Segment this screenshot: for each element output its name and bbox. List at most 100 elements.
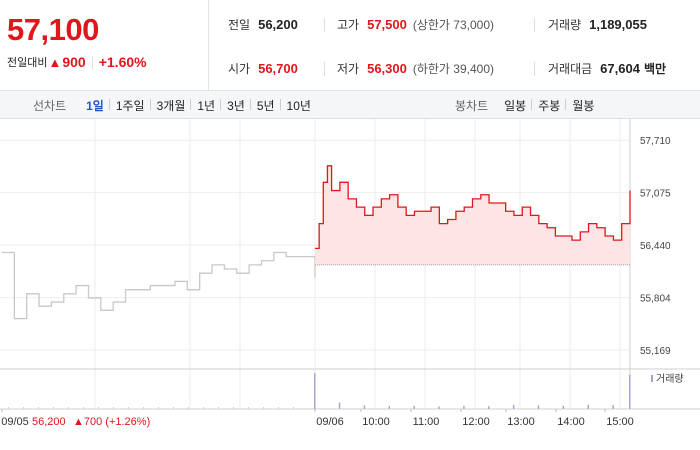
period-tab-1d[interactable]: 1일 [86, 98, 104, 113]
intraday-price-chart: 57,710 57,075 56,440 55,804 55,169 거래량 09/05… [0, 119, 700, 428]
prev-volume-bar [293, 407, 294, 409]
volume-bar [388, 406, 391, 409]
up-arrow-icon: ▲ [48, 54, 62, 70]
y-tick-label: 55,169 [640, 346, 671, 357]
volume-bar [562, 405, 565, 409]
x-tick-label: 14:00 [557, 416, 585, 428]
volume-value: 1,189,055 [589, 17, 647, 32]
open-value: 56,700 [258, 61, 298, 76]
turnover-label: 거래대금 [548, 62, 593, 76]
prev-volume-bar [278, 407, 279, 409]
x-tick-label: 13:00 [507, 416, 535, 428]
candle-tab-weekly[interactable]: 주봉 [531, 97, 566, 114]
current-price: 57,100 [7, 12, 99, 47]
period-tab-10y[interactable]: 10년 [279, 97, 317, 114]
change-line: 전일대비 ▲ 900 +1.60% [7, 54, 147, 70]
low-value: 56,300 [367, 61, 407, 76]
open-cell: 시가 56,700 [228, 60, 298, 77]
x-tick-label: 10:00 [362, 416, 390, 428]
volume-bar [463, 405, 465, 409]
chart-toolbar: 선차트 1일 1주일 3개월 1년 3년 5년 10년 봉차트 일봉 주봉 월봉 [0, 91, 700, 119]
prev-volume-bar [248, 407, 249, 409]
line-chart-label: 선차트 [33, 98, 67, 113]
x-tick-label: 15:00 [606, 416, 634, 428]
prev-volume-bar [203, 407, 204, 409]
period-tab-1y[interactable]: 1년 [190, 97, 221, 114]
volume-bar [587, 404, 589, 409]
change-amount: 900 [62, 54, 86, 70]
period-tab-3m[interactable]: 3개월 [149, 97, 192, 114]
prev-volume-bar [98, 407, 99, 409]
prev-volume-bar [113, 407, 114, 409]
divider [534, 18, 535, 32]
high-cell: 고가 57,500 (상한가 73,000) [337, 16, 494, 33]
candle-tab-monthly[interactable]: 월봉 [565, 97, 600, 114]
candle-tab-daily[interactable]: 일봉 [504, 98, 527, 113]
y-tick-label: 55,804 [640, 294, 671, 305]
prev-volume-bar [233, 407, 234, 409]
prev-volume-bar [158, 407, 159, 409]
x-tick-label: 09/06 [316, 416, 344, 428]
volume-legend-label: 거래량 [656, 373, 684, 385]
volume-panel: 거래량 [8, 373, 684, 409]
x-tick-label: 12:00 [462, 416, 490, 428]
low-cell: 저가 56,300 (하한가 39,400) [337, 60, 494, 77]
divider [534, 62, 535, 76]
volume-bar [512, 404, 515, 409]
prev-close-cell: 전일 56,200 [228, 16, 298, 33]
low-label: 저가 [337, 62, 360, 76]
divider [91, 55, 93, 69]
volume-bar [338, 402, 341, 409]
x-axis: 09/05 09/06 10:00 11:00 12:00 13:00 14:00 15:00… [1, 409, 634, 428]
prev-volume-bar [173, 407, 174, 409]
turnover-value: 67,604 [600, 61, 640, 76]
volume-bar [612, 405, 614, 409]
prev-day-close-label: 56,200 [32, 416, 66, 428]
change-percent: +1.60% [98, 54, 147, 70]
divider [324, 18, 325, 32]
turnover-cell: 거래대금 67,604 백만 [548, 60, 666, 77]
volume-cell: 거래량 1,189,055 [548, 16, 647, 33]
current-price-box: 57,100 전일대비 ▲ 900 +1.60% [0, 0, 209, 91]
candle-chart-periods: 봉차트 일봉 주봉 월봉 [455, 91, 600, 119]
divider [324, 62, 325, 76]
y-axis: 57,710 57,075 56,440 55,804 55,169 [640, 136, 671, 357]
today-price-line [315, 165, 631, 250]
prev-close-label: 전일 [228, 18, 251, 32]
volume-bar [363, 405, 366, 409]
y-tick-label: 56,440 [640, 241, 671, 252]
volume-legend-marker [651, 375, 653, 382]
y-tick-label: 57,075 [640, 189, 671, 200]
period-tab-5y[interactable]: 5년 [249, 97, 281, 114]
volume-bar [438, 406, 440, 409]
change-label: 전일대비 [7, 57, 48, 69]
prev-day-series [2, 251, 316, 320]
period-tab-1w[interactable]: 1주일 [108, 97, 151, 114]
volume-bar [413, 405, 415, 409]
y-tick-label: 57,710 [640, 136, 671, 147]
period-tab-3y[interactable]: 3년 [220, 97, 251, 114]
today-price-area [315, 165, 630, 265]
volume-bar [314, 373, 316, 409]
prev-volume-bar [218, 407, 219, 409]
quote-panel: 57,100 전일대비 ▲ 900 +1.60% 전일 56,200 고가 57… [0, 0, 700, 91]
prev-volume-bar [8, 407, 9, 409]
prev-volume-bar [263, 407, 264, 409]
line-chart-periods: 선차트 1일 1주일 3개월 1년 3년 5년 10년 [33, 91, 317, 119]
x-tick-label: 09/05 [1, 416, 29, 428]
prev-volume-bar [68, 407, 69, 409]
volume-bar [488, 406, 490, 409]
upper-limit: (상한가 73,000) [412, 18, 495, 32]
x-tick-label: 11:00 [413, 416, 440, 428]
prev-day-change-label: ▲700 (+1.26%) [73, 416, 150, 428]
volume-bar [537, 405, 540, 409]
prev-volume-bar [143, 407, 144, 409]
prev-volume-bar [128, 407, 129, 409]
prev-volume-bar [188, 407, 189, 409]
volume-label: 거래량 [548, 18, 582, 32]
volume-bar [629, 374, 631, 409]
lower-limit: (하한가 39,400) [412, 62, 495, 76]
prev-volume-bar [23, 407, 24, 409]
turnover-unit: 백만 [643, 62, 667, 76]
prev-day-price-line [2, 251, 316, 320]
